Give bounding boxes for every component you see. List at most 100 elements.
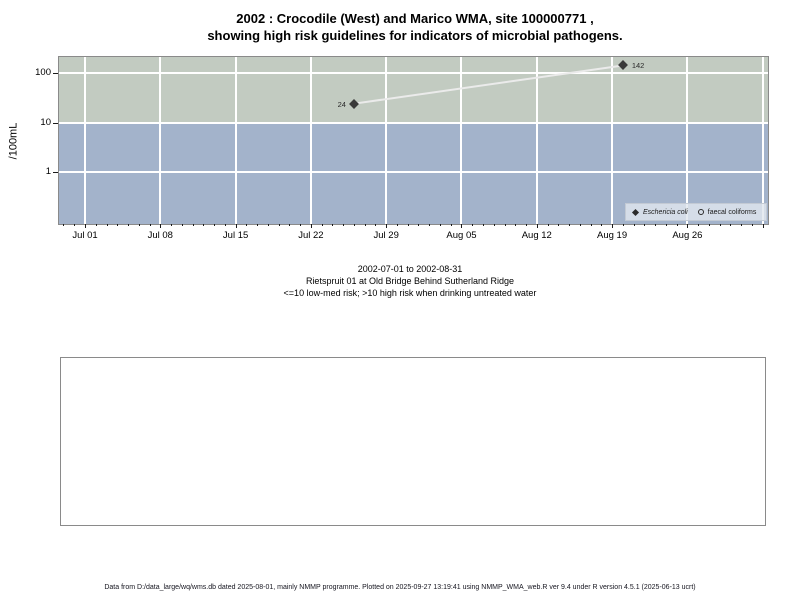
x-minor-tick bbox=[364, 224, 366, 226]
empty-panel bbox=[60, 357, 766, 526]
x-gridline bbox=[761, 57, 764, 224]
x-minor-tick bbox=[375, 224, 377, 226]
x-minor-tick bbox=[321, 224, 323, 226]
x-minor-tick bbox=[74, 224, 76, 226]
faecal-coliforms-circle-icon bbox=[697, 209, 704, 215]
x-minor-tick bbox=[278, 224, 280, 226]
x-minor-tick bbox=[117, 224, 119, 226]
legend-faecal-coliforms-label: faecal coliforms bbox=[707, 208, 757, 216]
x-minor-tick bbox=[698, 224, 700, 226]
subtitle-risk-note: <=10 low-med risk; >10 high risk when dr… bbox=[283, 288, 537, 298]
x-minor-tick bbox=[353, 224, 355, 226]
x-minor-tick bbox=[267, 224, 269, 226]
y-tick-label: 10 bbox=[40, 116, 51, 128]
x-minor-tick bbox=[343, 224, 345, 226]
x-minor-tick bbox=[396, 224, 398, 226]
x-tick-label: Jul 01 bbox=[72, 230, 98, 241]
x-minor-tick bbox=[547, 224, 549, 226]
x-minor-tick bbox=[741, 224, 743, 226]
x-minor-tick bbox=[192, 224, 194, 226]
data-point-label: 142 bbox=[631, 61, 645, 71]
series-line bbox=[353, 64, 623, 105]
x-minor-tick bbox=[149, 224, 151, 226]
y-tick bbox=[53, 73, 58, 74]
y-axis-label: /100mL bbox=[7, 122, 20, 159]
footer-note: Data from D:/data_large/wq/wms.db dated … bbox=[104, 584, 696, 591]
x-major-tick bbox=[160, 224, 162, 228]
high-risk-band bbox=[59, 57, 768, 123]
x-gridline bbox=[159, 57, 162, 224]
subtitle-date-range: 2002-07-01 to 2002-08-31 bbox=[357, 264, 463, 274]
x-minor-tick bbox=[526, 224, 528, 226]
x-minor-tick bbox=[289, 224, 291, 226]
x-major-tick bbox=[687, 224, 689, 228]
x-major-tick bbox=[310, 224, 312, 228]
x-minor-tick bbox=[708, 224, 710, 226]
legend-ecoli-label: Eschericia coli bbox=[643, 208, 688, 216]
plot-area: 100 10 1 Jul 01 Jul 08 Jul 15 Jul 22 Jul 29 Aug … bbox=[35, 56, 769, 241]
chart-subtitle: 2002-07-01 to 2002-08-31 Rietspruit 01 a… bbox=[10, 263, 800, 299]
x-minor-tick bbox=[644, 224, 646, 226]
x-gridline bbox=[385, 57, 388, 224]
x-minor-tick bbox=[257, 224, 259, 226]
x-minor-tick bbox=[590, 224, 592, 226]
x-minor-tick bbox=[569, 224, 571, 226]
x-minor-tick bbox=[483, 224, 484, 226]
y-tick bbox=[53, 172, 58, 173]
x-minor-tick bbox=[332, 224, 334, 226]
x-major-tick bbox=[235, 224, 237, 228]
x-minor-tick bbox=[665, 224, 667, 226]
x-gridline bbox=[535, 57, 538, 224]
x-major-tick bbox=[762, 224, 764, 228]
y-gridline bbox=[59, 171, 768, 173]
x-minor-tick bbox=[171, 224, 173, 226]
x-minor-tick bbox=[439, 224, 441, 226]
y-tick-label: 100 bbox=[35, 67, 51, 78]
x-minor-tick bbox=[63, 224, 65, 226]
x-minor-tick bbox=[504, 224, 506, 226]
x-tick-label: Jul 15 bbox=[222, 230, 249, 241]
x-tick-label: Aug 12 bbox=[521, 230, 552, 241]
y-tick bbox=[53, 122, 58, 124]
x-minor-tick bbox=[300, 224, 302, 226]
x-gridline bbox=[611, 57, 614, 224]
x-major-tick bbox=[85, 224, 86, 228]
x-minor-tick bbox=[493, 224, 495, 226]
subtitle-site-name: Rietspruit 01 at Old Bridge Behind Suthe… bbox=[305, 276, 515, 286]
x-minor-tick bbox=[719, 224, 721, 226]
x-minor-tick bbox=[601, 224, 603, 226]
chart-title: 2002 : Crocodile (West) and Marico WMA, … bbox=[30, 10, 800, 44]
x-tick-label: Aug 26 bbox=[672, 230, 703, 241]
y-gridline bbox=[59, 121, 768, 124]
x-tick-label: Jul 29 bbox=[373, 230, 399, 241]
x-gridline bbox=[309, 57, 312, 224]
x-minor-tick bbox=[214, 224, 216, 226]
x-minor-tick bbox=[203, 224, 205, 226]
x-gridline bbox=[84, 57, 86, 224]
x-minor-tick bbox=[450, 224, 452, 226]
x-minor-tick bbox=[95, 224, 97, 226]
x-minor-tick bbox=[181, 224, 183, 226]
x-tick-label: Jul 22 bbox=[298, 230, 324, 241]
x-minor-tick bbox=[106, 224, 108, 226]
x-minor-tick bbox=[138, 224, 140, 226]
data-point-label: 24 bbox=[337, 99, 346, 109]
x-major-tick bbox=[536, 224, 538, 228]
x-minor-tick bbox=[676, 224, 678, 226]
x-major-tick bbox=[386, 224, 388, 228]
x-minor-tick bbox=[751, 224, 753, 226]
x-gridline bbox=[234, 57, 237, 224]
chart-title-line1: 2002 : Crocodile (West) and Marico WMA, … bbox=[236, 11, 594, 26]
x-gridline bbox=[686, 57, 689, 224]
x-minor-tick bbox=[622, 224, 624, 226]
x-minor-tick bbox=[558, 224, 560, 226]
x-minor-tick bbox=[655, 224, 657, 226]
x-gridline bbox=[460, 57, 463, 224]
x-minor-tick bbox=[633, 224, 635, 226]
ecoli-diamond-icon bbox=[631, 208, 640, 216]
x-minor-tick bbox=[128, 224, 130, 226]
x-minor-tick bbox=[418, 224, 420, 226]
x-minor-tick bbox=[730, 224, 732, 226]
x-major-tick bbox=[461, 224, 463, 228]
